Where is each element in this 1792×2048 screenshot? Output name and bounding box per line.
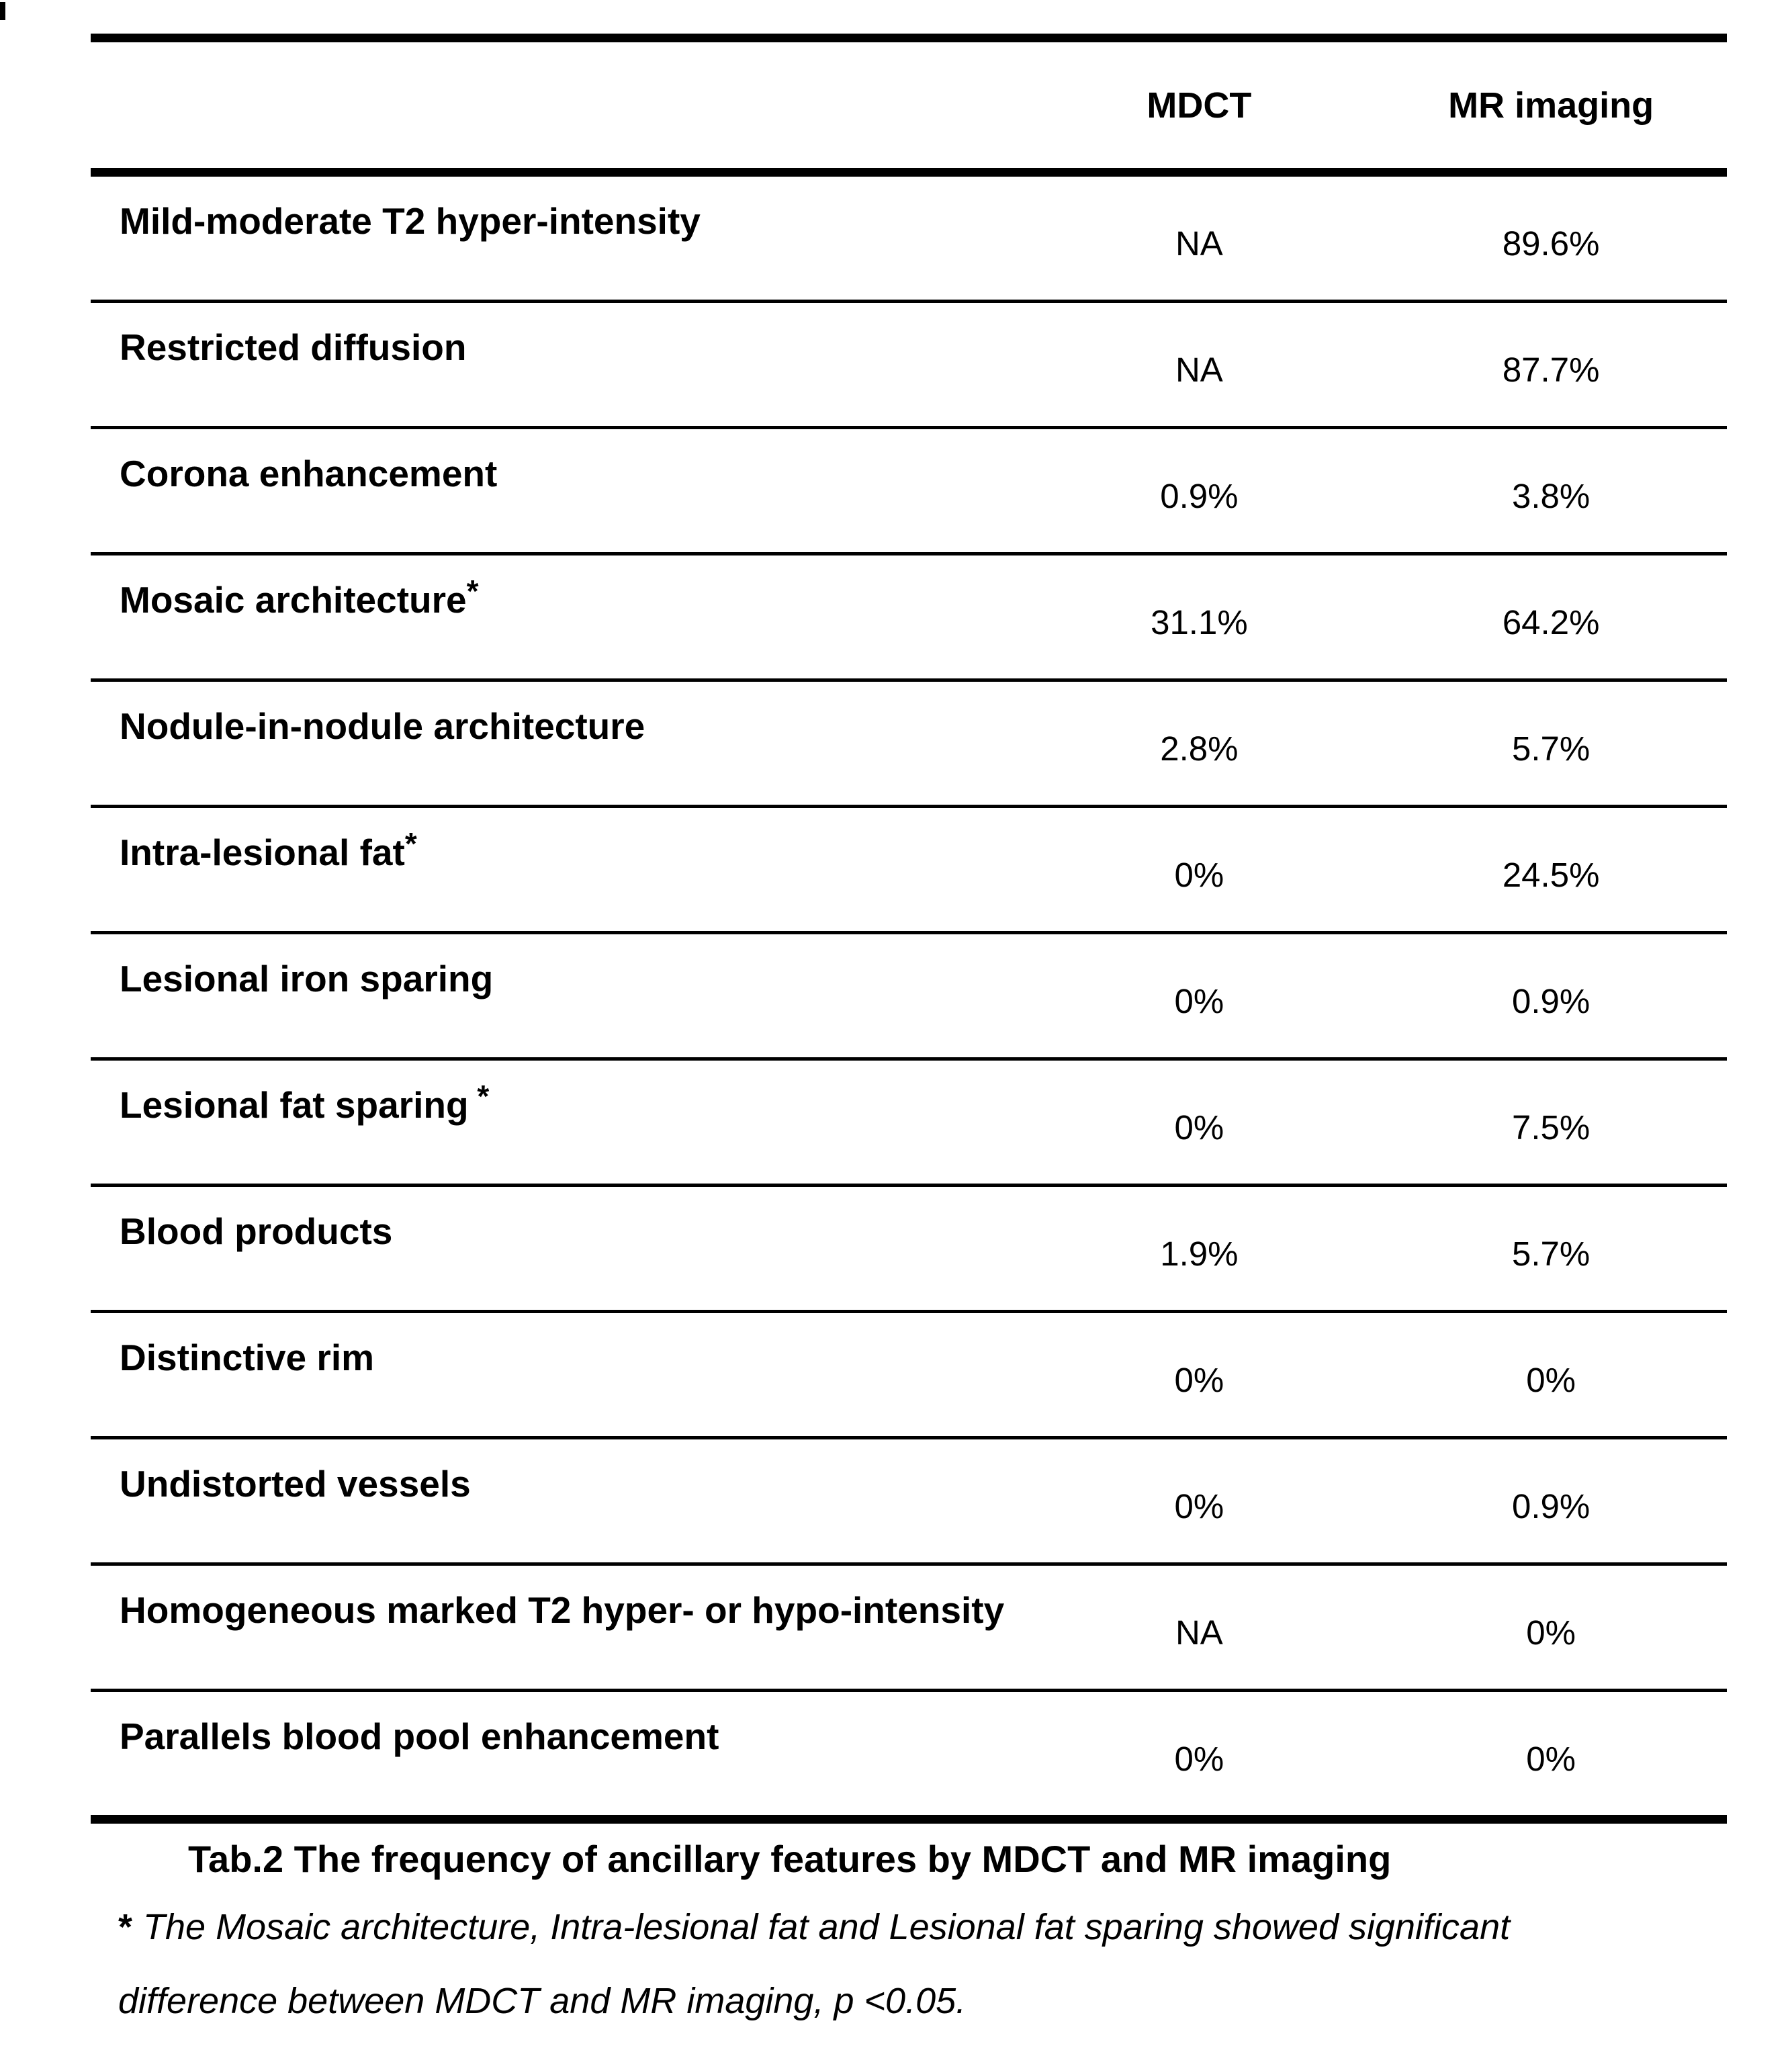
scan-edge-artifact (0, 2, 5, 20)
mdct-column-header: MDCT (1147, 85, 1252, 126)
mr-imaging-value-cell: 64.2% (1502, 603, 1600, 641)
mdct-value-cell: NA (1175, 1613, 1223, 1652)
row-separator (91, 1689, 1727, 1692)
table-row: Mild-moderate T2 hyper-intensity NA 89.6% (91, 177, 1727, 300)
feature-cell: Nodule-in-nodule architecture (120, 705, 645, 747)
mdct-value-cell: 0% (1174, 982, 1224, 1020)
mr-imaging-value-cell: 0.9% (1511, 982, 1591, 1020)
table-row: Restricted diffusion NA 87.7% (91, 303, 1727, 426)
mr-imaging-value-cell: 24.5% (1502, 856, 1600, 894)
header-separator (91, 168, 1727, 177)
table-row: Lesional fat sparing * 0% 7.5% (91, 1061, 1727, 1184)
table-body: Mild-moderate T2 hyper-intensity NA 89.6% R… (91, 177, 1727, 1815)
mdct-value-cell: 0% (1174, 1361, 1224, 1399)
footnote-asterisk-marker: * (118, 1907, 133, 1947)
feature-cell: Undistorted vessels (120, 1462, 471, 1505)
row-separator (91, 1436, 1727, 1439)
mdct-value-cell: 31.1% (1151, 603, 1248, 641)
mr-imaging-value-cell: 87.7% (1502, 351, 1600, 389)
mr-imaging-value-cell: 5.7% (1511, 1235, 1591, 1273)
feature-cell: Mosaic architecture* (120, 573, 479, 621)
row-separator (91, 426, 1727, 429)
row-separator (91, 805, 1727, 808)
footnote-text-1: The Mosaic architecture, Intra-lesional … (143, 1907, 1511, 1947)
row-separator (91, 300, 1727, 303)
row-separator (91, 552, 1727, 555)
feature-cell: Mild-moderate T2 hyper-intensity (120, 199, 701, 242)
table-row: Parallels blood pool enhancement 0% 0% (91, 1692, 1727, 1815)
mr-imaging-value-cell: 5.7% (1511, 729, 1591, 768)
significance-asterisk: * (404, 826, 417, 861)
mdct-value-cell: 0% (1174, 856, 1224, 894)
feature-cell: Homogeneous marked T2 hyper- or hypo-int… (120, 1589, 1005, 1631)
mr-imaging-value-cell: 0% (1526, 1613, 1576, 1652)
row-separator (91, 1057, 1727, 1061)
feature-cell: Restricted diffusion (120, 326, 467, 368)
table-row: Distinctive rim 0% 0% (91, 1313, 1727, 1436)
table-bottom-border (91, 1815, 1727, 1824)
table-row: Blood products 1.9% 5.7% (91, 1187, 1727, 1310)
mdct-value-cell: 2.8% (1160, 729, 1239, 768)
table-row: Intra-lesional fat* 0% 24.5% (91, 808, 1727, 931)
mdct-value-cell: NA (1175, 351, 1223, 389)
table-row: Homogeneous marked T2 hyper- or hypo-int… (91, 1566, 1727, 1689)
footnote-line-1: * The Mosaic architecture, Intra-lesional… (118, 1906, 1510, 1948)
feature-cell: Lesional fat sparing * (120, 1078, 490, 1126)
table-header-row: MDCT MR imaging (91, 42, 1727, 168)
row-separator (91, 1184, 1727, 1187)
mr-imaging-value-cell: 3.8% (1511, 477, 1591, 515)
mr-imaging-value-cell: 0% (1526, 1361, 1576, 1399)
table-caption: Tab.2 The frequency of ancillary feature… (188, 1838, 1392, 1880)
table-row: Undistorted vessels 0% 0.9% (91, 1439, 1727, 1562)
table-row: Mosaic architecture* 31.1% 64.2% (91, 555, 1727, 678)
mdct-value-cell: 0.9% (1160, 477, 1239, 515)
row-separator (91, 1562, 1727, 1566)
feature-cell: Blood products (120, 1210, 393, 1252)
feature-cell: Lesional iron sparing (120, 957, 494, 999)
significance-asterisk: * (466, 573, 479, 609)
mr-imaging-value-cell: 7.5% (1511, 1108, 1591, 1147)
feature-cell: Intra-lesional fat* (120, 826, 417, 873)
mdct-value-cell: 0% (1174, 1487, 1224, 1525)
significance-asterisk: * (468, 1078, 490, 1114)
table-top-border (91, 34, 1727, 42)
mr-imaging-column-header: MR imaging (1448, 85, 1654, 126)
frequency-table: MDCT MR imaging Mild-moderate T2 hyper-i… (91, 34, 1727, 1824)
mdct-value-cell: 1.9% (1160, 1235, 1239, 1273)
mr-imaging-value-cell: 89.6% (1502, 224, 1600, 263)
feature-cell: Corona enhancement (120, 452, 498, 494)
mdct-value-cell: NA (1175, 224, 1223, 263)
table-row: Nodule-in-nodule architecture 2.8% 5.7% (91, 682, 1727, 805)
row-separator (91, 931, 1727, 934)
mdct-value-cell: 0% (1174, 1108, 1224, 1147)
row-separator (91, 678, 1727, 682)
table-row: Lesional iron sparing 0% 0.9% (91, 934, 1727, 1057)
feature-cell: Distinctive rim (120, 1336, 375, 1378)
feature-cell: Parallels blood pool enhancement (120, 1715, 719, 1757)
footnote-line-2: difference between MDCT and MR imaging, … (118, 1981, 967, 2021)
mr-imaging-value-cell: 0.9% (1511, 1487, 1591, 1525)
row-separator (91, 1310, 1727, 1313)
table-row: Corona enhancement 0.9% 3.8% (91, 429, 1727, 552)
mdct-value-cell: 0% (1174, 1740, 1224, 1778)
mr-imaging-value-cell: 0% (1526, 1740, 1576, 1778)
